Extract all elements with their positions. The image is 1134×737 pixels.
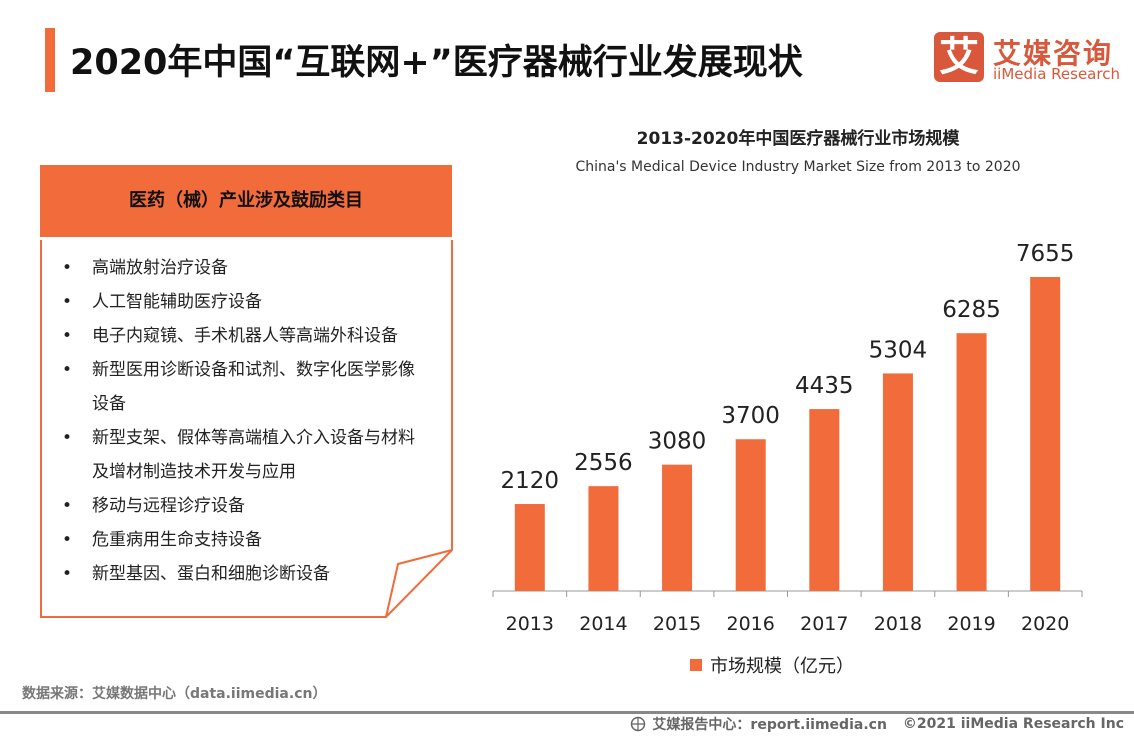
footer: 艾媒报告中心：report.iimedia.cn ©2021 iiMedia R…: [630, 714, 1124, 734]
list-item: • 高端放射治疗设备: [62, 251, 422, 285]
list-item-text: 电子内窥镜、手术机器人等高端外科设备: [92, 326, 398, 346]
x-tick-label: 2019: [947, 613, 995, 635]
title-accent-bar: [45, 28, 55, 92]
data-label: 3080: [648, 429, 707, 455]
bullet: •: [62, 530, 73, 550]
list-item-text: 移动与远程诊疗设备: [92, 496, 245, 516]
bar: [1030, 277, 1061, 591]
list-item-text: 新型支架、假体等高端植入介入设备与材料及增材制造技术开发与应用: [92, 428, 415, 482]
data-source: 数据来源：艾媒数据中心（data.iimedia.cn）: [22, 686, 327, 702]
globe-icon: [631, 716, 646, 732]
list-item-text: 新型医用诊断设备和试剂、数字化医学影像设备: [92, 360, 415, 414]
bullet: •: [62, 496, 73, 516]
bar: [809, 409, 840, 591]
copyright: ©2021 iiMedia Research Inc: [902, 716, 1124, 732]
panel-outline: [40, 240, 453, 618]
list-item-text: 人工智能辅助医疗设备: [92, 292, 262, 312]
bar-chart: 2120 2013 2556 2014 3080 2015 3700 2016 4435 2017…: [492, 241, 1083, 635]
x-tick-label: 2014: [579, 613, 627, 635]
list-item: • 电子内窥镜、手术机器人等高端外科设备: [62, 319, 422, 353]
logo-text-cn: 艾媒咨询: [993, 37, 1114, 70]
data-label: 5304: [869, 337, 928, 363]
x-tick-label: 2015: [653, 613, 701, 635]
report-link[interactable]: 艾媒报告中心：report.iimedia.cn: [652, 717, 887, 733]
folded-corner: [385, 549, 453, 618]
bullet: •: [62, 428, 73, 448]
chart-subtitle: China's Medical Device Industry Market S…: [575, 159, 1021, 175]
bar: [956, 333, 987, 591]
x-tick-label: 2018: [874, 613, 922, 635]
data-label: 7655: [1016, 241, 1075, 267]
list-item: • 新型支架、假体等高端植入介入设备与材料及增材制造技术开发与应用: [62, 421, 422, 489]
x-tick-label: 2016: [727, 613, 775, 635]
bullet: •: [62, 292, 73, 312]
list-item: • 新型医用诊断设备和试剂、数字化医学影像设备: [62, 353, 422, 421]
chart-title: 2013-2020年中国医疗器械行业市场规模: [636, 129, 960, 149]
footer-divider: [0, 711, 1134, 714]
list-item: • 新型基因、蛋白和细胞诊断设备: [62, 557, 422, 591]
logo-text-en: iiMedia Research: [993, 65, 1120, 83]
page-title: 2020年中国“互联网+”医疗器械行业发展现状: [70, 43, 803, 83]
list-item: • 人工智能辅助医疗设备: [62, 285, 422, 319]
bar: [735, 439, 766, 591]
data-label: 4435: [795, 373, 854, 399]
list-item: • 移动与远程诊疗设备: [62, 489, 422, 523]
x-tick-label: 2013: [506, 613, 554, 635]
data-label: 6285: [942, 297, 1001, 323]
bullet: •: [62, 360, 73, 380]
x-tick-label: 2017: [800, 613, 848, 635]
list-item-text: 新型基因、蛋白和细胞诊断设备: [92, 564, 330, 584]
bullet: •: [62, 258, 73, 278]
bar: [882, 373, 913, 591]
data-label: 2120: [501, 468, 560, 494]
bar: [662, 464, 693, 591]
x-tick-label: 2020: [1021, 613, 1069, 635]
legend: 市场规模（亿元）: [690, 652, 854, 678]
bullet: •: [62, 326, 73, 346]
panel-heading: 医药（械）产业涉及鼓励类目: [40, 165, 452, 237]
bar: [514, 504, 545, 591]
list-item-text: 危重病用生命支持设备: [92, 530, 262, 550]
bullet: •: [62, 564, 73, 584]
list-item-text: 高端放射治疗设备: [92, 258, 228, 278]
bar: [588, 486, 619, 591]
legend-swatch: [690, 659, 702, 671]
data-label: 3700: [721, 403, 780, 429]
data-label: 2556: [574, 450, 633, 476]
logo-icon: 艾: [934, 32, 984, 82]
list-item: • 危重病用生命支持设备: [62, 523, 422, 557]
legend-label: 市场规模（亿元）: [710, 656, 854, 677]
